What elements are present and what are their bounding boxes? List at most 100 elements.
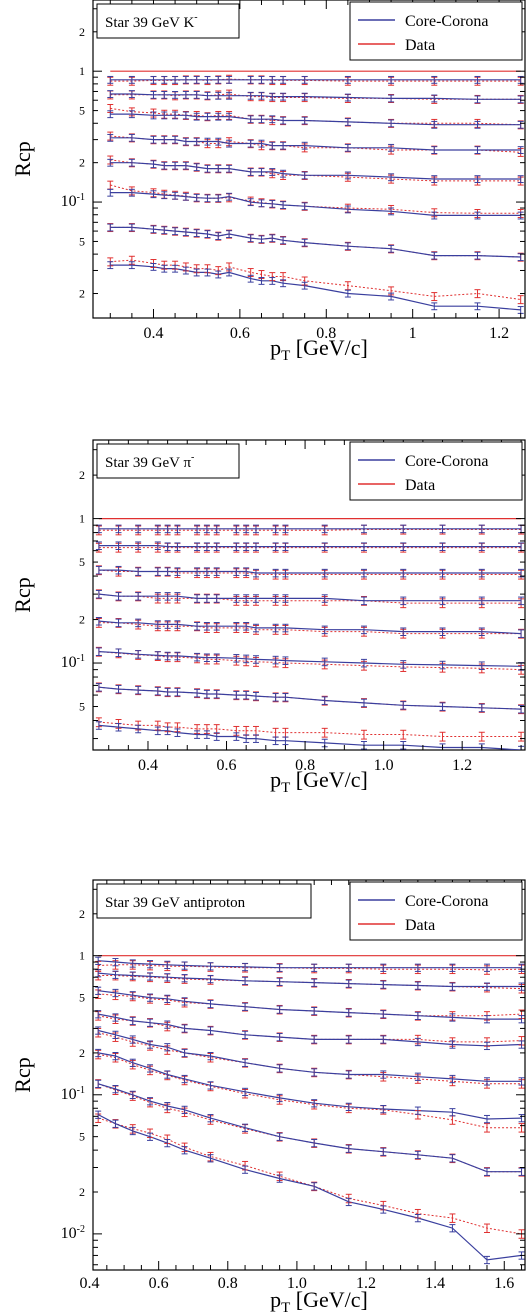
y-tick-label: 1 [79, 949, 85, 963]
x-axis-label: pT [GeV/c] [270, 335, 368, 364]
data-series-4 [98, 1015, 522, 1043]
data-series-3 [98, 993, 522, 1017]
legend-core-corona-label: Core-Corona [405, 13, 489, 30]
data-series-7 [98, 686, 522, 710]
legend: Core-Corona Data [349, 441, 523, 501]
chart-panel-piminus: 2 1 5 2 10-1 5 0.4 0.6 0.8 1.0 1.2 Rcp pT [GeV/c] Sta… [10, 439, 526, 796]
data-series-8 [98, 721, 522, 737]
chart-title: Star 39 GeV π- [105, 452, 194, 471]
title-frame [96, 883, 312, 919]
chart-title-box: Star 39 GeV K- [96, 3, 240, 39]
y-tick-label: 2 [79, 613, 85, 627]
data-series-6 [98, 651, 522, 671]
y-tick-label: 2 [79, 907, 85, 921]
x-tick-label: 0.6 [217, 757, 237, 774]
y-tick-label: 1 [79, 512, 85, 526]
core-corona-series-6 [110, 192, 521, 216]
y-tick-label: 2 [79, 468, 85, 482]
core-corona-series-2 [110, 93, 521, 100]
y-axis-label: Rcp [10, 141, 35, 176]
y-tick-label: 2 [79, 25, 85, 39]
legend-core-corona-label: Core-Corona [405, 453, 489, 470]
core-corona-series-7 [98, 686, 522, 710]
plot-frame [92, 0, 526, 319]
core-corona-series-8 [98, 724, 522, 750]
core-corona-series-4 [110, 137, 521, 151]
core-corona-series-7 [110, 226, 521, 258]
y-tick-label: 2 [79, 287, 85, 301]
x-tick-label: 1 [409, 325, 417, 342]
core-corona-series-2 [98, 972, 522, 988]
y-axis-label: Rcp [10, 577, 35, 612]
legend: Core-Corona Data [349, 881, 523, 941]
x-tick-label: 0.8 [316, 325, 336, 342]
data-series-5 [98, 622, 522, 635]
chart-panel-antiproton: 2 1 5 2 10-1 5 2 10-2 0.4 0.6 0.8 1.0 1.2 1.4 1.6 Rcp pT… [10, 879, 526, 1315]
core-corona-series-4 [98, 1013, 522, 1047]
core-corona-series-5 [110, 162, 521, 180]
x-tick-label: 0.6 [149, 1275, 169, 1292]
legend-data-label: Data [405, 37, 435, 54]
data-series-7 [110, 226, 521, 258]
x-tick-label: 1.6 [494, 1275, 514, 1292]
x-axis-label: pT [GeV/c] [270, 1287, 368, 1315]
y-tick-label: 5 [79, 555, 85, 569]
chart-title-box: Star 39 GeV π- [96, 443, 240, 479]
data-series-3 [110, 107, 521, 126]
core-corona-series-3 [110, 113, 521, 126]
legend-frame [349, 441, 523, 501]
core-corona-series-6 [98, 1052, 522, 1120]
core-corona-series-2 [98, 544, 522, 548]
core-corona-series-3 [98, 569, 522, 574]
data-series-4 [98, 593, 522, 604]
plot-area [107, 70, 524, 314]
core-corona-series-8 [97, 1114, 522, 1261]
legend: Core-Corona Data [349, 1, 523, 61]
y-tick-label: 2 [79, 1046, 85, 1060]
data-series-6 [110, 184, 521, 214]
data-series-5 [110, 159, 521, 182]
core-corona-series-5 [98, 620, 522, 635]
y-tick-label: 10-1 [61, 1085, 85, 1103]
core-corona-series-7 [98, 1083, 522, 1173]
x-tick-label: 1.0 [374, 757, 394, 774]
x-tick-label: 0.8 [218, 1275, 238, 1292]
y-tick-label: 2 [79, 156, 85, 170]
core-corona-series-8 [110, 264, 521, 311]
x-tick-label: 1.2 [489, 325, 509, 342]
data-series-8 [98, 1117, 522, 1235]
x-tick-label: 0.4 [138, 757, 158, 774]
legend-frame [349, 1, 523, 61]
chart-title: Star 39 GeV antiproton [105, 895, 246, 911]
x-axis-label: pT [GeV/c] [270, 767, 368, 796]
core-corona-series-6 [98, 651, 522, 667]
data-series-3 [98, 569, 522, 575]
x-tick-label: 1.0 [287, 1275, 307, 1292]
core-corona-series-4 [98, 593, 522, 602]
data-series-8 [110, 259, 521, 300]
legend-core-corona-label: Core-Corona [405, 893, 489, 910]
core-corona-series-3 [98, 990, 522, 1020]
y-tick-label: 5 [79, 104, 85, 118]
x-tick-label: 0.4 [80, 1275, 100, 1292]
y-tick-label: 2 [79, 1185, 85, 1199]
x-tick-label: 1.2 [356, 1275, 376, 1292]
x-tick-label: 1.4 [425, 1275, 445, 1292]
x-tick-label: 0.8 [295, 757, 315, 774]
core-corona-series-5 [98, 1029, 522, 1082]
plot-frame [92, 879, 526, 1271]
legend-data-label: Data [405, 917, 435, 934]
data-series-5 [98, 1032, 522, 1085]
y-tick-label: 5 [79, 991, 85, 1005]
y-tick-label: 5 [79, 700, 85, 714]
legend-frame [349, 881, 523, 941]
title-frame [96, 443, 240, 479]
chart-title-box: Star 39 GeV antiproton [96, 883, 312, 919]
x-tick-label: 0.6 [230, 325, 250, 342]
data-series-7 [98, 1083, 522, 1173]
y-tick-label: 10-1 [61, 192, 85, 210]
title-frame [96, 3, 240, 39]
core-corona-series-1 [98, 960, 522, 969]
y-tick-label: 5 [79, 1130, 85, 1144]
